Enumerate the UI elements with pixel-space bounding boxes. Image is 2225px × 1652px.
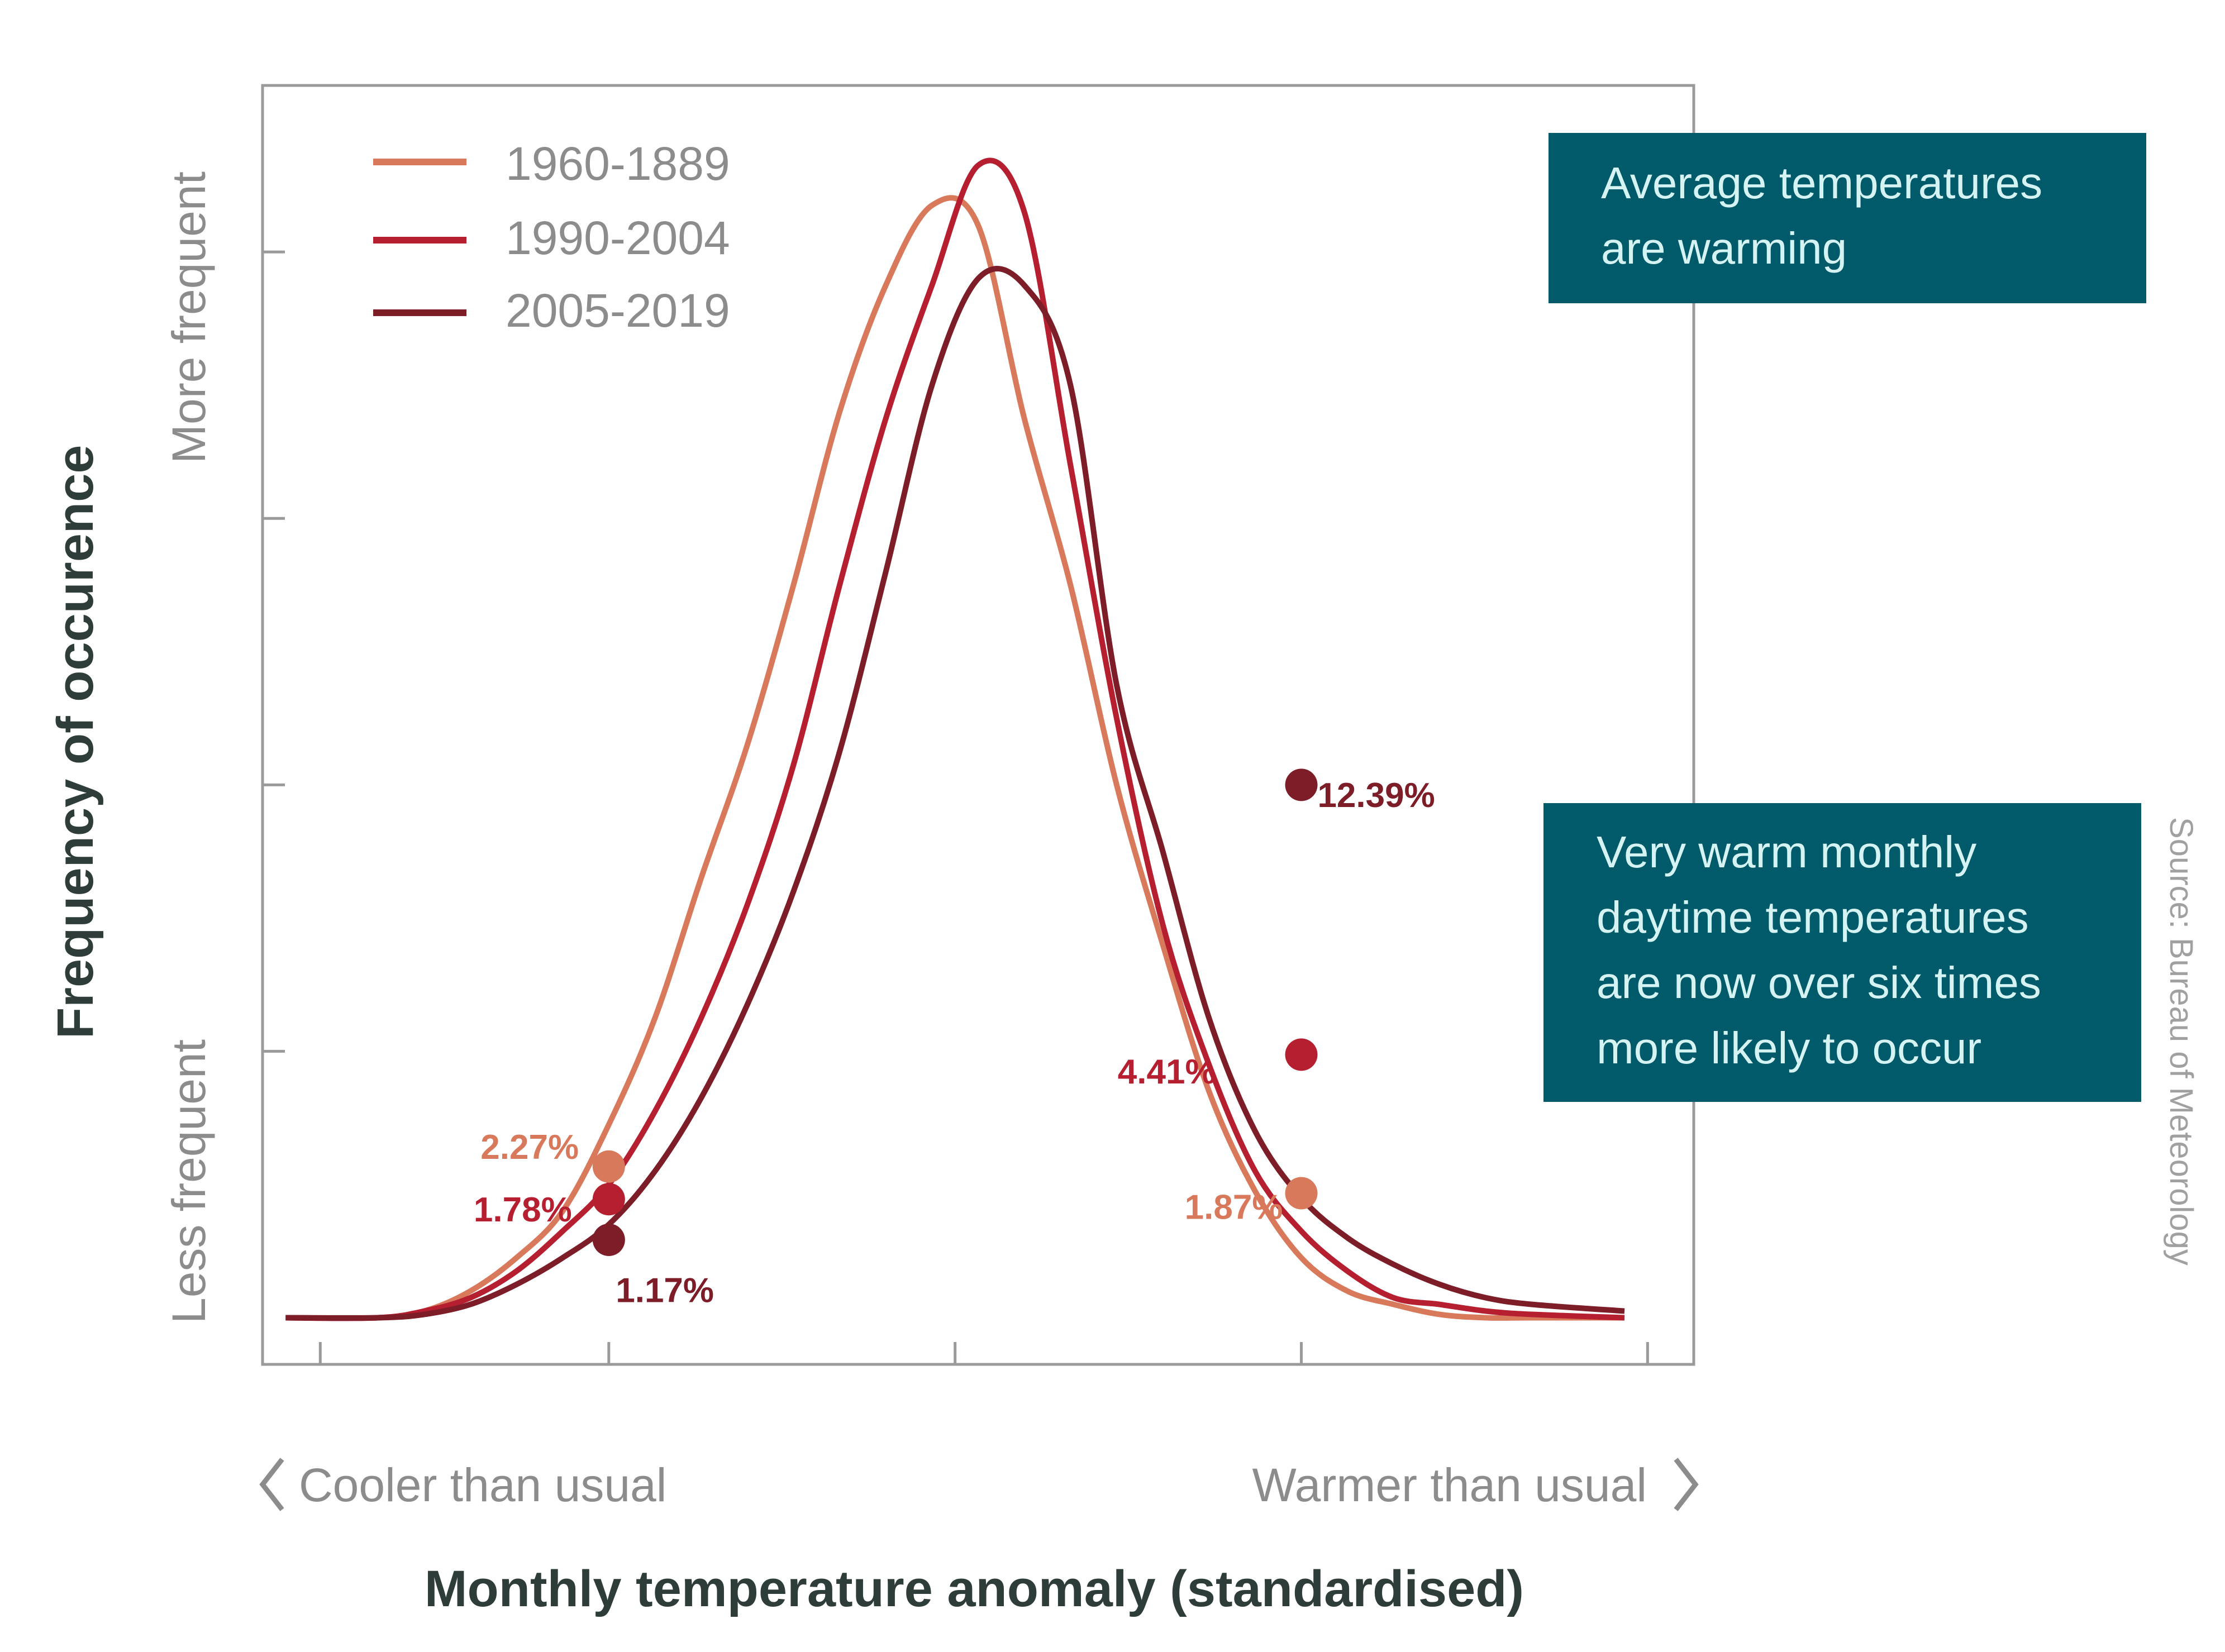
data-label-2: 1.17% — [616, 1271, 714, 1310]
legend: 1960-1889 1990-2004 2005-2019 — [373, 137, 730, 337]
callout-warming: Average temperatures are warming — [1549, 133, 2146, 303]
legend-label-1: 1990-2004 — [506, 212, 730, 264]
callout-warming-line-1: Average temperatures — [1601, 158, 2042, 208]
data-point-1 — [592, 1183, 625, 1216]
callout-very-warm-line-4: more likely to occur — [1597, 1023, 1981, 1073]
x-axis-title: Monthly temperature anomaly (standardise… — [425, 1560, 1524, 1617]
chevron-right-icon — [1674, 1458, 1699, 1511]
x-axis-low-label: Cooler than usual — [299, 1459, 666, 1511]
callout-very-warm-line-3: are now over six times — [1597, 958, 2041, 1008]
callout-very-warm-line-2: daytime temperatures — [1597, 892, 2029, 942]
legend-label-2: 2005-2019 — [506, 284, 730, 337]
y-axis-title: Frequency of occurence — [47, 445, 104, 1039]
data-point-4 — [1285, 1038, 1318, 1071]
highlight-points: 2.27% 1.78% 1.17% 1.87% 4.41% 12.39% — [474, 768, 1435, 1310]
data-label-3: 1.87% — [1185, 1188, 1283, 1226]
callout-very-warm-box — [1543, 803, 2141, 1102]
series-line-0 — [285, 195, 1625, 1321]
data-label-4: 4.41% — [1118, 1053, 1216, 1091]
data-point-0 — [592, 1150, 625, 1183]
y-axis-high-label: More frequent — [163, 171, 215, 464]
source-note: Source: Bureau of Meteorology — [2163, 817, 2199, 1266]
callout-very-warm: Very warm monthly daytime temperatures a… — [1543, 803, 2141, 1102]
x-axis-high-label: Warmer than usual — [1252, 1459, 1647, 1511]
data-label-5: 12.39% — [1317, 776, 1435, 815]
series-line-2 — [285, 266, 1625, 1321]
callout-warming-line-2: are warming — [1601, 223, 1847, 273]
series-lines — [285, 157, 1625, 1321]
data-point-5 — [1285, 768, 1318, 801]
callout-warming-box — [1549, 133, 2146, 303]
legend-label-0: 1960-1889 — [506, 137, 730, 190]
plot-frame — [261, 84, 1695, 1366]
data-label-1: 1.78% — [474, 1191, 572, 1229]
data-label-0: 2.27% — [480, 1128, 579, 1167]
data-point-3 — [1285, 1177, 1318, 1210]
callout-very-warm-line-1: Very warm monthly — [1597, 827, 1976, 877]
axis-ticks — [263, 250, 1649, 1364]
chevron-left-icon — [259, 1458, 284, 1511]
data-point-2 — [592, 1223, 625, 1256]
y-axis-low-label: Less frequent — [163, 1039, 215, 1324]
series-line-1 — [285, 157, 1625, 1321]
